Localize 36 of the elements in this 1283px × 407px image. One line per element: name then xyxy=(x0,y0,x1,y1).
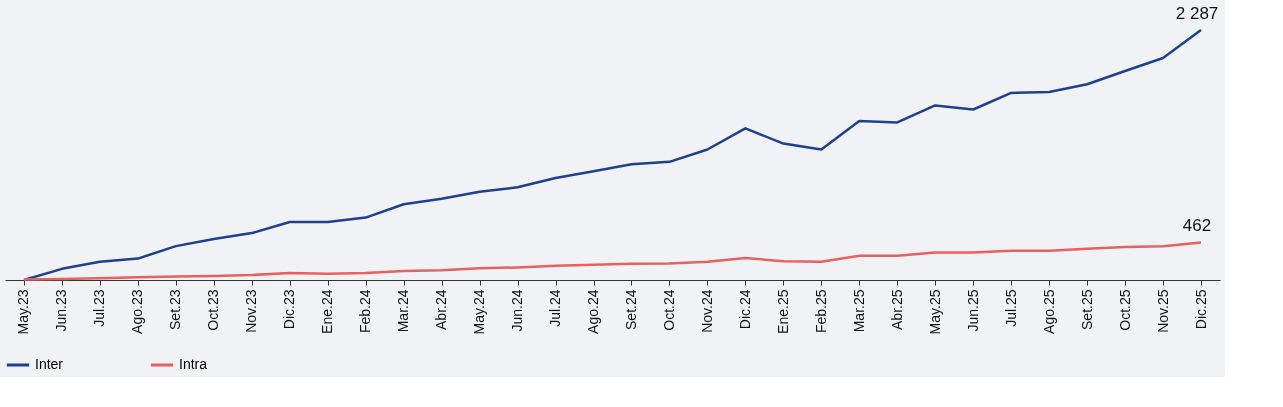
x-tick-label: Ene.24 xyxy=(319,289,336,334)
x-tick-label: Ago.24 xyxy=(585,289,602,334)
x-tick-label: Jun.23 xyxy=(53,289,70,332)
x-tick-label: Oct.25 xyxy=(1116,289,1133,331)
x-tick-label: Set.23 xyxy=(167,289,184,330)
x-tick-label: May.25 xyxy=(926,289,943,335)
x-tick-label: Jul.24 xyxy=(547,289,564,327)
x-tick-label: Dic.25 xyxy=(1192,289,1209,330)
x-tick-label: Dic.24 xyxy=(736,289,753,330)
x-tick-label: Nov.24 xyxy=(698,289,715,333)
x-tick-label: Jul.25 xyxy=(1002,289,1019,327)
data-label: 462 xyxy=(1182,216,1212,236)
legend-label: Inter xyxy=(35,356,64,372)
x-tick-label: Mar.25 xyxy=(850,289,867,333)
data-label: 2 287 xyxy=(1175,4,1219,23)
x-tick-label: Nov.23 xyxy=(243,289,260,333)
x-tick-label: Ago.23 xyxy=(129,289,146,334)
x-tick-label: Mar.24 xyxy=(395,289,412,333)
x-tick-label: Jun.24 xyxy=(509,289,526,332)
x-tick-label: Set.24 xyxy=(622,289,639,330)
x-tick-label: May.24 xyxy=(471,289,488,335)
x-tick-label: Abr.24 xyxy=(433,289,450,330)
x-tick-label: Feb.24 xyxy=(357,289,374,334)
x-tick-label: Feb.25 xyxy=(812,289,829,334)
x-tick-label: May.23 xyxy=(15,289,32,335)
x-tick-label: Ago.25 xyxy=(1040,289,1057,334)
x-tick-label: Nov.25 xyxy=(1154,289,1171,333)
x-tick-label: Oct.24 xyxy=(660,289,677,331)
x-tick-label: Oct.23 xyxy=(205,289,222,331)
x-tick-label: Abr.25 xyxy=(888,289,905,330)
x-tick-label: Set.25 xyxy=(1078,289,1095,330)
x-tick-label: Ene.25 xyxy=(774,289,791,334)
x-tick-label: Jun.25 xyxy=(964,289,981,332)
legend-label: Intra xyxy=(179,356,208,372)
x-tick-label: Dic.23 xyxy=(281,289,298,330)
x-tick-label: Jul.23 xyxy=(91,289,108,327)
